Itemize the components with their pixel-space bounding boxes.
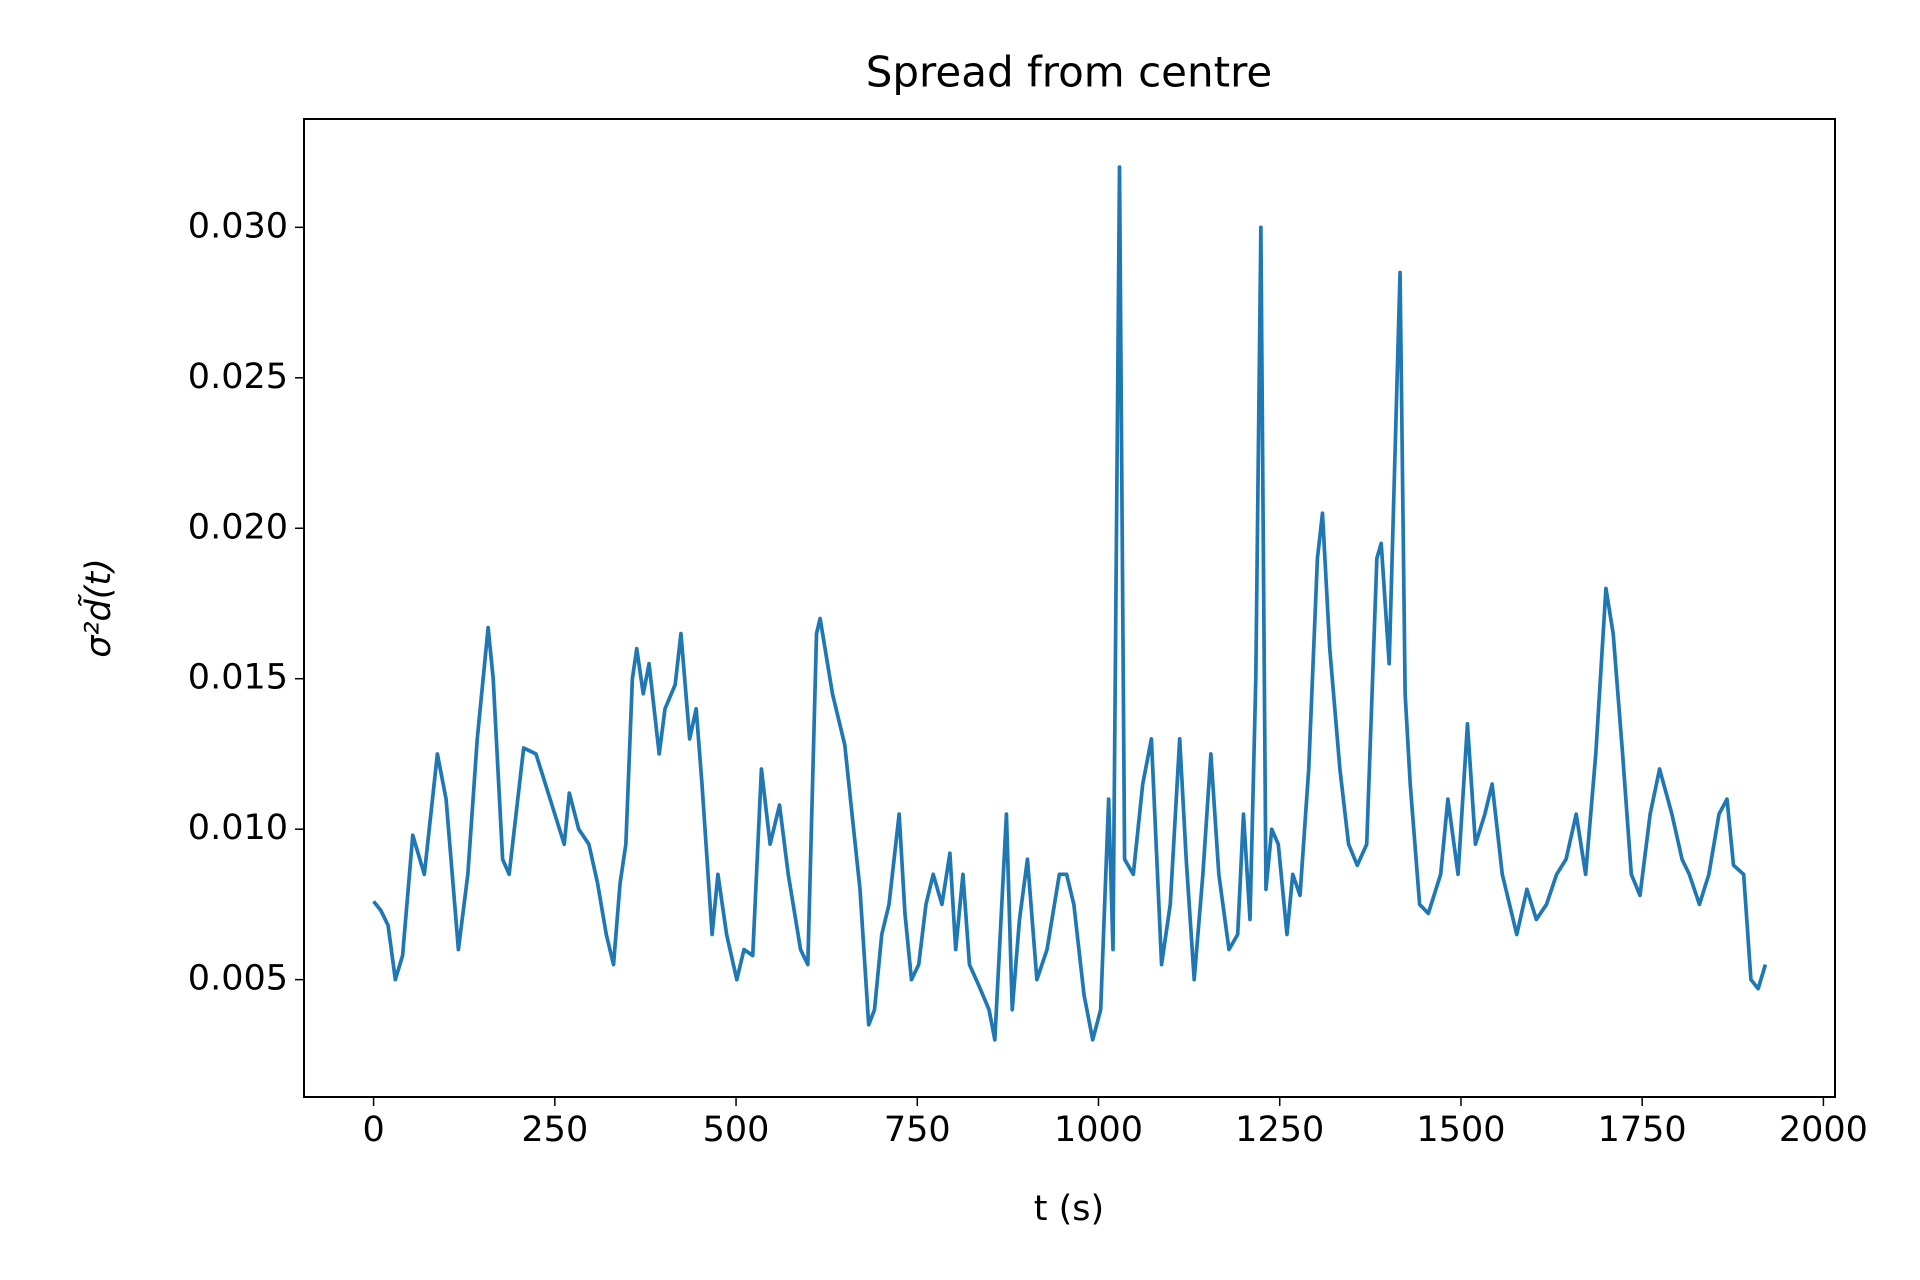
- y-tick-label: 0.005: [188, 959, 288, 999]
- y-axis-label: σ²d̃(t): [78, 558, 119, 657]
- x-tick-label: 1500: [1416, 1110, 1505, 1150]
- x-tick-label: 2000: [1779, 1110, 1868, 1150]
- x-tick-label: 500: [703, 1110, 770, 1150]
- x-tick-label: 750: [884, 1110, 951, 1150]
- y-tick-label: 0.030: [188, 206, 288, 246]
- x-axis-label: t (s): [1034, 1189, 1104, 1229]
- data-line: [372, 165, 1768, 1042]
- x-tick-label: 1250: [1235, 1110, 1324, 1150]
- x-tick-label: 1750: [1598, 1110, 1687, 1150]
- y-tick-label: 0.025: [188, 357, 288, 397]
- x-tick-label: 250: [521, 1110, 588, 1150]
- chart-title: Spread from centre: [866, 48, 1273, 97]
- y-tick-label: 0.015: [188, 658, 288, 698]
- x-tick-label: 1000: [1054, 1110, 1143, 1150]
- x-tick-label: 0: [362, 1110, 384, 1150]
- axes-frame: [303, 118, 1836, 1098]
- y-tick-label: 0.020: [188, 507, 288, 547]
- y-tick-label: 0.010: [188, 808, 288, 848]
